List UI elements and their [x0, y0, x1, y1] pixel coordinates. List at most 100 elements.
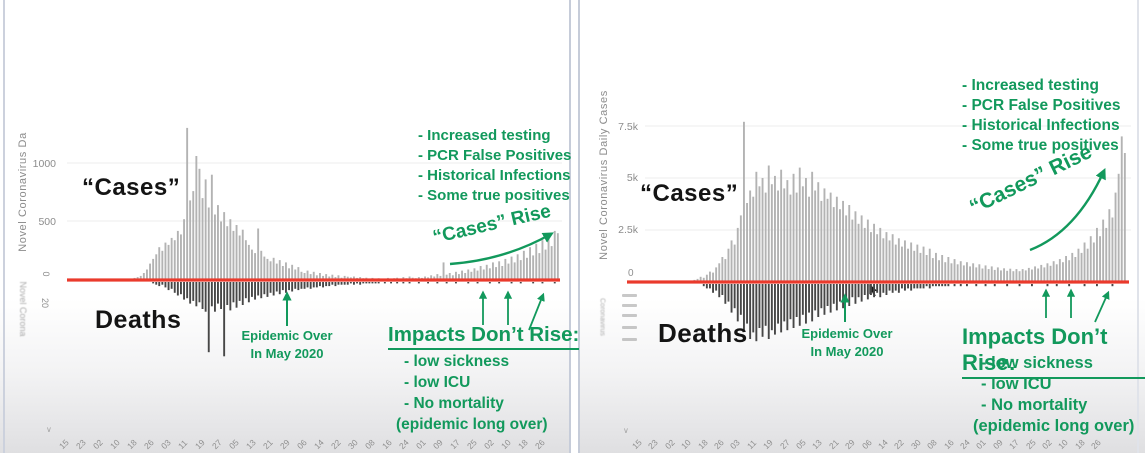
impacts-up-arrow	[1094, 290, 1110, 323]
y-tick-500: 500	[38, 216, 56, 228]
reason-some-true-positives: - Some true positives	[962, 137, 1119, 154]
x-tick-label: 25	[1023, 437, 1038, 452]
epidemic-over-line1: Epidemic Over	[241, 328, 333, 343]
x-tick-label: 10	[679, 437, 693, 452]
y-axis-title: Novel Coronavirus Da	[17, 132, 29, 252]
reason-pcr-false-positives: - PCR False Positives	[962, 97, 1121, 114]
x-tick-label: 24	[397, 437, 411, 452]
x-tick-label: 02	[662, 437, 677, 452]
impact-low-sickness: - low sickness	[981, 354, 1093, 372]
x-tick-label: 01	[414, 437, 428, 452]
zero-red-line	[627, 280, 1129, 284]
reason-increased-testing: - Increased testing	[962, 77, 1099, 94]
reason-historical-infections: - Historical Infections	[418, 167, 571, 184]
x-tick-label: 15	[57, 437, 71, 452]
x-tick-label: 09	[990, 437, 1005, 452]
x-tick-label: 19	[193, 437, 207, 452]
reason-historical-infections: - Historical Infections	[962, 117, 1120, 134]
deaths-tick-mark	[622, 294, 637, 297]
x-tick-label: 21	[261, 437, 275, 452]
x-tick-label: 18	[516, 437, 530, 452]
impact-epidemic-long-over: (epidemic long over)	[973, 417, 1135, 435]
x-tick-label: 21	[826, 437, 841, 452]
y-tick-7.5k: 7.5k	[618, 121, 638, 133]
impacts-heading: Impacts Don’t Rise:	[388, 323, 580, 350]
x-tick-label: 23	[74, 437, 88, 452]
epidemic-over-line2: In May 2020	[250, 346, 324, 361]
x-tick-label: 30	[908, 437, 923, 452]
x-tick-label: 26	[1089, 437, 1103, 452]
deaths-tick-mark	[622, 314, 637, 317]
x-tick-label: 27	[210, 437, 224, 452]
x-tick-label: 16	[380, 437, 394, 452]
epidemic-over-line2: In May 2020	[810, 344, 884, 359]
x-tick-label: 08	[363, 437, 377, 452]
reason-some-true-positives: - Some true positives	[418, 187, 570, 204]
x-tick-label: 29	[278, 437, 292, 452]
cases-rise-annotation: “Cases” Rise	[430, 200, 553, 249]
impact-no-mortality: - No mortality	[404, 395, 504, 412]
x-tick-label: 06	[859, 437, 874, 452]
x-tick-label: 08	[925, 437, 939, 452]
x-tick-label: 14	[876, 437, 890, 452]
x-tick-label: 18	[695, 437, 710, 452]
x-tick-label: 19	[761, 437, 775, 452]
impact-no-mortality: - No mortality	[981, 396, 1088, 414]
x-tick-label: 01	[974, 437, 989, 452]
impact-epidemic-long-over: (epidemic long over)	[396, 416, 548, 433]
x-tick-label: 29	[843, 437, 857, 452]
reason-increased-testing: - Increased testing	[418, 127, 551, 144]
x-tick-label: 17	[448, 437, 462, 452]
x-tick-label: 25	[465, 437, 479, 452]
y-tick-zero: 0	[628, 268, 634, 279]
x-tick-label: 22	[892, 437, 907, 452]
panel-divider-gap	[571, 0, 579, 453]
x-tick-label: 22	[329, 437, 343, 452]
x-tick-label: 26	[533, 437, 547, 452]
chevron-down-icon[interactable]: ∨	[623, 426, 629, 435]
x-tick-label: 15	[630, 437, 644, 452]
chevron-down-icon[interactable]: ∨	[46, 425, 52, 434]
x-tick-label: 26	[712, 437, 726, 452]
x-tick-label: 18	[125, 437, 139, 452]
x-tick-label: 23	[646, 437, 661, 452]
y-tick-zero: 0	[41, 271, 51, 277]
x-tick-label: 05	[227, 437, 241, 452]
zero-red-line	[67, 278, 560, 282]
impact-low-icu: - low ICU	[981, 375, 1052, 393]
cases-label: “Cases”	[82, 174, 181, 201]
x-tick-label: 16	[941, 437, 956, 452]
x-tick-label: 13	[810, 437, 825, 452]
panel-divider-line	[569, 0, 571, 453]
left-border-line	[3, 0, 5, 453]
x-tick-label: 02	[91, 437, 105, 452]
deaths-label: Deaths	[658, 318, 748, 348]
deaths-tick-mark	[622, 304, 637, 307]
right-border-line	[1137, 0, 1139, 453]
x-tick-label: 06	[295, 437, 309, 452]
y-tick-2.5k: 2.5k	[618, 224, 638, 236]
deaths-axis-label-mirrored: Coronavirus	[598, 298, 606, 336]
x-tick-label: 10	[1056, 437, 1071, 452]
reason-pcr-false-positives: - PCR False Positives	[418, 147, 572, 164]
y-tick-1000: 1000	[32, 158, 56, 170]
x-tick-label: 02	[1040, 437, 1054, 452]
x-tick-label: 03	[728, 437, 743, 452]
x-tick-label: 11	[744, 437, 759, 452]
x-tick-label: 26	[142, 437, 156, 452]
impact-low-icu: - low ICU	[404, 374, 471, 391]
x-tick-label: 09	[431, 437, 445, 452]
x-tick-label: 05	[794, 437, 808, 452]
x-tick-label: 30	[346, 437, 360, 452]
x-tick-label: 02	[482, 437, 496, 452]
x-tick-label: 27	[777, 437, 792, 452]
cases-label: “Cases”	[640, 180, 739, 207]
y-tick-5k: 5k	[626, 172, 638, 184]
deaths-tick-mark	[622, 326, 637, 329]
mouse-cursor	[868, 282, 880, 298]
x-tick-label: 11	[176, 437, 190, 452]
impact-low-sickness: - low sickness	[404, 353, 510, 370]
x-tick-label: 03	[159, 437, 173, 452]
epidemic-over-line1: Epidemic Over	[801, 326, 893, 341]
x-tick-label: 17	[1007, 437, 1021, 452]
